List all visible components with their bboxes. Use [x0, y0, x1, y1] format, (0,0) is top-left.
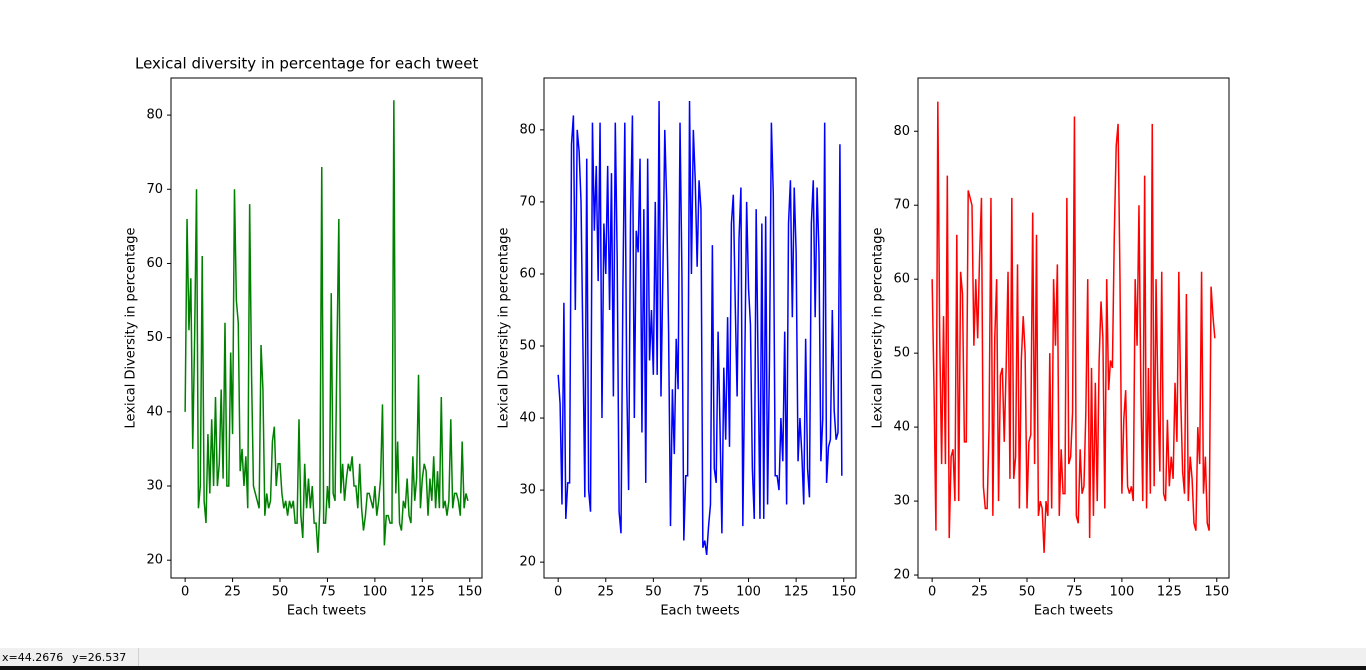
x-tick-label: 0 — [928, 585, 936, 600]
y-tick-label: 70 — [893, 198, 910, 213]
y-tick-label: 40 — [893, 420, 910, 435]
y-tick-label: 30 — [146, 479, 163, 494]
y-tick-label: 30 — [519, 483, 536, 498]
x-tick-label: 25 — [224, 585, 241, 600]
y-tick-label: 60 — [519, 266, 536, 281]
data-line — [931, 101, 1216, 553]
y-tick-label: 30 — [893, 494, 910, 509]
x-tick-label: 25 — [597, 585, 614, 600]
y-tick-label: 40 — [519, 411, 536, 426]
y-tick-label: 60 — [893, 272, 910, 287]
status-x: x=44.2676 — [2, 651, 64, 664]
data-line — [184, 100, 469, 553]
y-axis-label: Lexical Diversity in percentage — [124, 228, 139, 429]
x-tick-label: 125 — [1157, 585, 1182, 600]
x-tick-label: 50 — [1019, 585, 1036, 600]
y-axis-label: Lexical Diversity in percentage — [497, 228, 512, 429]
status-y: y=26.537 — [72, 651, 127, 664]
x-tick-label: 75 — [693, 585, 710, 600]
x-tick-label: 150 — [457, 585, 482, 600]
x-tick-label: 75 — [319, 585, 336, 600]
taskbar-edge — [0, 666, 1366, 670]
y-tick-label: 80 — [519, 122, 536, 137]
x-axis-label: Each tweets — [1034, 604, 1114, 619]
x-tick-label: 75 — [1066, 585, 1083, 600]
y-axis-label: Lexical Diversity in percentage — [871, 228, 886, 429]
y-tick-label: 50 — [893, 346, 910, 361]
x-axis-label: Each tweets — [660, 604, 740, 619]
x-tick-label: 100 — [736, 585, 761, 600]
y-tick-label: 80 — [146, 108, 163, 123]
x-tick-label: 0 — [554, 585, 562, 600]
chart-title: Lexical diversity in percentage for each… — [135, 55, 478, 73]
x-tick-label: 50 — [645, 585, 662, 600]
x-tick-label: 0 — [181, 585, 189, 600]
x-tick-label: 25 — [971, 585, 988, 600]
separator — [138, 648, 139, 666]
y-tick-label: 50 — [146, 330, 163, 345]
x-tick-label: 100 — [362, 585, 387, 600]
y-tick-label: 70 — [519, 194, 536, 209]
x-axis-label: Each tweets — [287, 604, 367, 619]
data-line — [557, 101, 843, 556]
y-tick-label: 70 — [146, 182, 163, 197]
figure: Lexical diversity in percentage for each… — [124, 55, 1230, 619]
y-tick-label: 80 — [893, 124, 910, 139]
y-tick-label: 20 — [519, 555, 536, 570]
y-tick-label: 20 — [146, 553, 163, 568]
status-bar: x=44.2676 y=26.537 — [0, 648, 1366, 666]
x-tick-label: 100 — [1109, 585, 1134, 600]
plot-area — [543, 77, 857, 579]
y-tick-label: 40 — [146, 404, 163, 419]
x-tick-label: 50 — [272, 585, 289, 600]
y-tick-label: 50 — [519, 339, 536, 354]
x-tick-label: 150 — [1204, 585, 1229, 600]
y-tick-label: 20 — [893, 568, 910, 583]
x-tick-label: 125 — [410, 585, 435, 600]
x-tick-label: 125 — [784, 585, 809, 600]
x-tick-label: 150 — [831, 585, 856, 600]
y-tick-label: 60 — [146, 256, 163, 271]
